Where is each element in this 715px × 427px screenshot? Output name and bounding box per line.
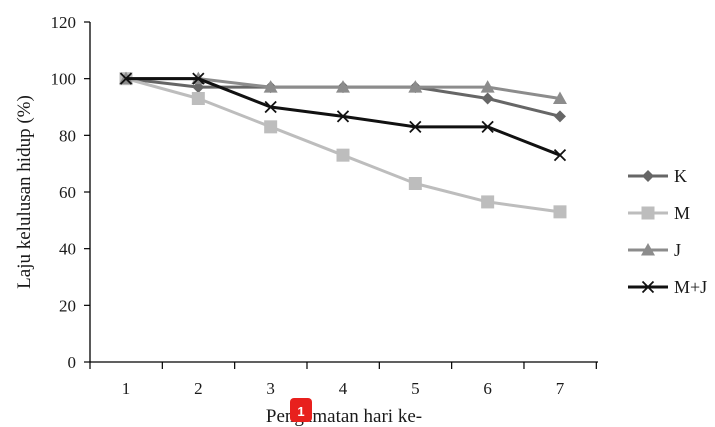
x-tick-label: 2 [194,379,203,398]
legend-marker [641,280,655,294]
series-line-m [125,77,561,214]
data-point-j [335,80,350,93]
legend-item-j: J [628,240,681,260]
legend-label: M+J [674,277,707,297]
y-tick-label: 40 [59,240,76,259]
data-point-m-j [336,110,350,123]
x-tick-label: 3 [266,379,275,398]
data-point-m-j [264,100,277,114]
data-point-k [553,110,566,123]
x-tick-label: 4 [339,379,348,398]
data-point-m-j [481,120,494,133]
x-tick-label: 6 [483,379,492,398]
legend-label: J [674,240,681,260]
series-layer [119,71,567,219]
data-point-m [191,92,205,105]
data-point-j [552,91,567,104]
y-tick-label: 0 [68,353,77,372]
legend-marker [641,206,655,220]
y-tick-label: 80 [59,126,76,145]
x-tick-label: 5 [411,379,420,398]
series-m [119,72,567,219]
legend-label: M [674,203,690,223]
data-point-m-j [409,120,422,133]
y-axis-title: Laju kelulusan hidup (%) [14,95,35,289]
series-m-j [119,72,567,162]
data-point-m [336,148,350,162]
data-point-m [264,120,278,134]
y-tick-label: 60 [59,183,76,202]
data-point-j [263,80,278,93]
y-tick-label: 20 [59,296,76,315]
legend-item-m-j: M+J [628,277,707,297]
data-point-m [553,205,567,219]
data-point-m-j [192,72,205,85]
data-point-m-j [119,72,133,85]
data-point-j [480,80,495,93]
data-point-j [408,80,423,93]
legend-label: K [674,166,687,186]
x-tick-label: 7 [556,379,565,398]
y-tick-label: 120 [51,13,77,32]
axes: 0 20 40 60 80 100 120 1 2 3 4 5 6 7 [51,13,598,398]
legend-marker [641,243,655,256]
legend-item-k: K [628,166,687,186]
data-point-m-j [553,149,567,162]
x-tick-label: 1 [122,379,131,398]
legend-marker [642,170,654,182]
annotation-badge: 1 [290,398,312,422]
series-j [119,71,567,104]
data-point-m [408,177,422,190]
data-point-m [481,195,495,209]
legend-item-m: M [628,203,690,223]
y-tick-label: 100 [51,70,77,89]
data-point-k [481,92,494,105]
legend: KMJ M+J [628,166,707,297]
